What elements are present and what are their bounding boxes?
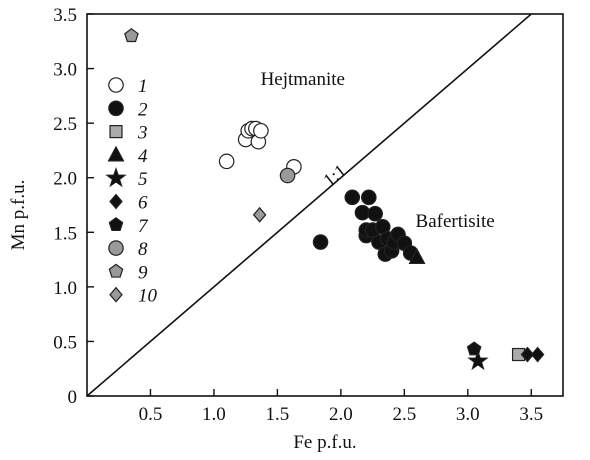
- legend-label-3: 3: [137, 123, 148, 144]
- series-4: [408, 248, 426, 264]
- x-tick-label: 1.0: [202, 404, 226, 425]
- legend-marker-9: [108, 263, 124, 278]
- legend-marker-6: [109, 193, 123, 210]
- legend-label-4: 4: [138, 146, 148, 167]
- series-1: [218, 120, 302, 175]
- y-tick-label: 3.5: [53, 5, 77, 26]
- data-point-series-2: [344, 189, 361, 206]
- x-axis-title: Fe p.f.u.: [293, 432, 356, 453]
- x-tick-label: 3.5: [519, 404, 543, 425]
- legend-label-7: 7: [138, 216, 149, 237]
- y-tick-label: 1.5: [53, 223, 77, 244]
- y-axis-title: Mn p.f.u.: [8, 180, 29, 251]
- legend-marker-7: [108, 217, 124, 232]
- annotations: Hejtmanite Bafertisite: [261, 69, 495, 232]
- y-tick-label: 1.0: [53, 278, 77, 299]
- data-point-series-10: [252, 206, 267, 223]
- legend-marker-4: [107, 145, 125, 162]
- legend-marker-3: [109, 124, 123, 139]
- series-6: [520, 346, 545, 363]
- legend-marker-5: [105, 166, 127, 188]
- x-tick-label: 0.5: [139, 404, 163, 425]
- data-point-series-2: [312, 234, 329, 250]
- legend-marker-8: [108, 240, 124, 256]
- data-point-series-6: [530, 346, 545, 363]
- legend-marker-1: [108, 77, 124, 93]
- series-10: [252, 206, 267, 223]
- data-point-series-8: [279, 167, 296, 184]
- legend-label-1: 1: [138, 76, 148, 97]
- y-tick-label: 0: [68, 387, 78, 408]
- series-5: [467, 349, 489, 371]
- data-point-series-1: [218, 153, 235, 170]
- data-point-series-6: [520, 346, 535, 363]
- legend-label-10: 10: [138, 286, 158, 307]
- legend-label-9: 9: [138, 262, 148, 283]
- y-tick-label: 0.5: [53, 332, 77, 353]
- x-tick-label: 2.5: [392, 404, 416, 425]
- y-tick-label: 3.0: [53, 60, 77, 81]
- region-label-hejtmanite: Hejtmanite: [261, 69, 345, 90]
- series-9: [124, 28, 139, 43]
- y-tick-label: 2.5: [53, 114, 77, 135]
- series-8: [279, 167, 296, 184]
- x-tick-label: 2.0: [329, 404, 353, 425]
- data-point-series-7: [466, 341, 482, 356]
- data-point-series-9: [124, 28, 139, 43]
- y-tick-label: 2.0: [53, 169, 77, 190]
- data-points: [124, 28, 545, 371]
- data-point-series-5: [467, 349, 489, 371]
- legend-marker-2: [108, 100, 124, 117]
- series-2: [312, 189, 419, 262]
- region-label-bafertisite: Bafertisite: [416, 211, 495, 232]
- legend-label-6: 6: [138, 193, 148, 214]
- data-point-series-2: [360, 189, 377, 206]
- legend-marker-10: [109, 286, 123, 303]
- legend-label-8: 8: [138, 239, 148, 260]
- reference-line-label: 1:1: [319, 160, 349, 190]
- axes: 0.5 1.0 1.5 2.0 2.5 3.0 3.5 0 0.5 1.0 1.5 2.0 2.5 3.0…: [8, 5, 564, 453]
- x-tick-label: 3.0: [456, 404, 480, 425]
- data-point-series-1: [253, 122, 269, 139]
- data-point-series-2: [367, 205, 383, 222]
- series-7: [466, 341, 482, 356]
- data-point-series-4: [408, 248, 426, 264]
- x-tick-label: 1.5: [266, 404, 290, 425]
- plot-frame: [86, 13, 564, 397]
- legend-label-2: 2: [138, 99, 148, 120]
- legend-label-5: 5: [138, 169, 148, 190]
- reference-line-1-1: [86, 13, 532, 397]
